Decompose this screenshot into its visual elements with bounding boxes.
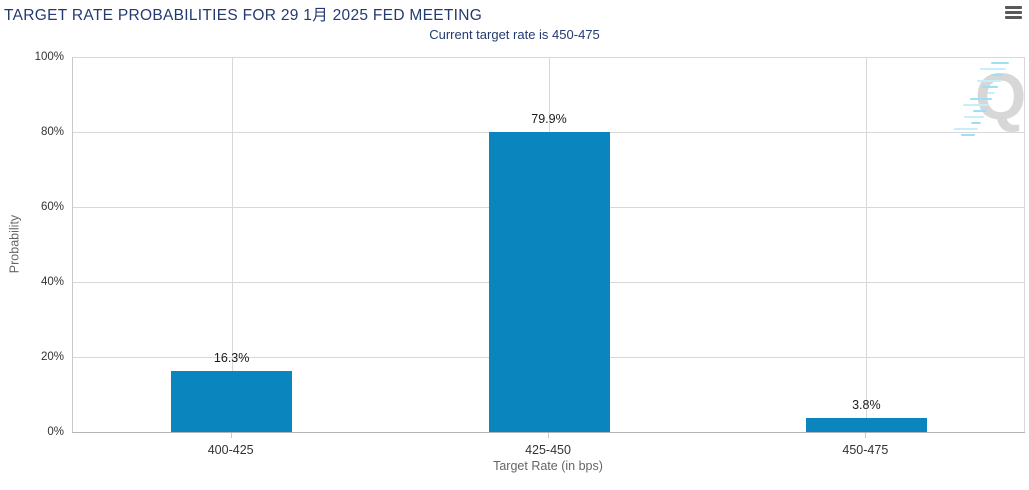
watermark-dash (971, 122, 981, 124)
bar-value-label: 79.9% (531, 112, 567, 127)
bar-400-425[interactable] (171, 370, 293, 432)
y-tick-label: 0% (47, 426, 64, 438)
watermark-dash (954, 128, 979, 130)
watermark-dash (961, 134, 976, 136)
x-gridline (1024, 57, 1025, 432)
y-tick-label: 40% (40, 276, 64, 288)
bar-425-450[interactable] (488, 132, 610, 432)
y-tick-label: 80% (40, 126, 64, 138)
watermark-dash (987, 92, 995, 94)
chart-title: TARGET RATE PROBABILITIES FOR 29 1月 2025… (4, 7, 483, 24)
x-tick-mark (548, 433, 549, 438)
x-category-label: 450-475 (842, 443, 889, 457)
hamburger-icon (1005, 6, 1022, 19)
watermark-dash (970, 98, 993, 100)
x-gridline (231, 57, 233, 432)
y-axis-title: Probability (7, 214, 22, 274)
chart-context-menu-button[interactable] (1003, 4, 1024, 21)
x-category-label: 425-450 (525, 443, 571, 457)
bar-value-label: 3.8% (852, 397, 881, 412)
watermark-dash (980, 68, 1007, 70)
x-axis-title: Target Rate (in bps) (493, 459, 603, 473)
x-category-label: 400-425 (207, 443, 254, 457)
watermark-dash (976, 80, 1001, 82)
watermark-dash (963, 116, 984, 118)
watermark-dash (972, 110, 987, 112)
bar-value-label: 16.3% (213, 350, 250, 365)
watermark-dash (991, 62, 1009, 64)
plot-area: Q 16.3% 79.9% 3.8% (72, 57, 1027, 433)
watermark-dash (981, 86, 998, 88)
q-logo-icon: Q (975, 59, 1027, 133)
x-gridline (866, 57, 868, 432)
y-tick-label: 20% (40, 351, 64, 363)
bar-450-475[interactable] (805, 417, 927, 432)
y-tick-label: 100% (34, 51, 64, 63)
watermark-dash (963, 104, 990, 106)
chart-subtitle: Current target rate is 450-475 (429, 27, 600, 42)
x-tick-mark (865, 433, 867, 438)
x-tick-mark (230, 433, 232, 438)
watermark-dash (991, 74, 1004, 76)
y-tick-label: 60% (40, 201, 64, 213)
